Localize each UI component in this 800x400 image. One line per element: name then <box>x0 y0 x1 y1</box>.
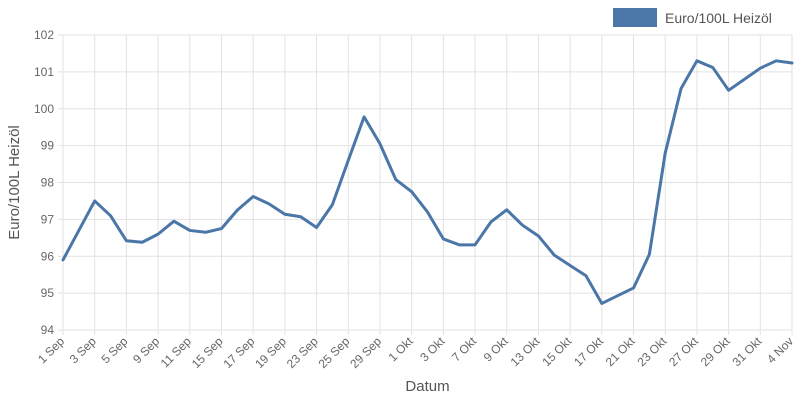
data-point[interactable] <box>409 189 415 195</box>
y-tick-label: 102 <box>34 28 54 42</box>
vertical-gridlines <box>62 35 793 335</box>
data-point[interactable] <box>266 201 272 207</box>
data-point[interactable] <box>662 150 668 156</box>
x-tick-label: 15 Sep <box>189 334 226 371</box>
y-axis-title: Euro/100L Heizöl <box>6 125 23 240</box>
data-point[interactable] <box>218 226 224 232</box>
data-point[interactable] <box>234 207 240 213</box>
data-point[interactable] <box>329 202 335 208</box>
data-point[interactable] <box>678 85 684 91</box>
horizontal-gridlines <box>58 34 792 331</box>
data-point[interactable] <box>314 224 320 230</box>
data-point[interactable] <box>377 141 383 147</box>
y-tick-label: 101 <box>34 65 54 79</box>
x-tick-label: 7 Okt <box>449 334 480 365</box>
data-point[interactable] <box>504 207 510 213</box>
data-point[interactable] <box>155 231 161 237</box>
y-tick-label: 97 <box>41 212 55 226</box>
data-point[interactable] <box>646 251 652 257</box>
x-tick-label: 17 Sep <box>220 334 257 371</box>
data-point[interactable] <box>551 252 557 258</box>
data-point[interactable] <box>488 219 494 225</box>
x-tick-label: 29 Okt <box>698 334 733 369</box>
x-tick-label: 23 Sep <box>284 334 321 371</box>
x-tick-label: 13 Okt <box>508 334 543 369</box>
data-point[interactable] <box>456 242 462 248</box>
x-tick-label: 27 Okt <box>666 334 701 369</box>
data-point[interactable] <box>282 211 288 217</box>
x-tick-label: 15 Okt <box>539 334 574 369</box>
data-point[interactable] <box>76 227 82 233</box>
data-point[interactable] <box>599 300 605 306</box>
y-tick-label: 95 <box>41 286 55 300</box>
x-axis-title: Datum <box>405 378 449 395</box>
x-tick-label: 21 Okt <box>603 334 638 369</box>
data-point[interactable] <box>631 285 637 291</box>
y-tick-label: 96 <box>41 249 55 263</box>
data-point[interactable] <box>203 229 209 235</box>
data-point[interactable] <box>171 218 177 224</box>
y-tick-label: 100 <box>34 102 54 116</box>
data-point[interactable] <box>726 87 732 93</box>
series-line <box>61 59 794 305</box>
x-tick-label: 1 Okt <box>386 334 417 365</box>
x-tick-label: 17 Okt <box>571 334 606 369</box>
x-tick-label: 5 Sep <box>98 334 130 366</box>
data-point[interactable] <box>393 177 399 183</box>
data-point[interactable] <box>92 198 98 204</box>
x-tick-label: 31 Okt <box>730 334 765 369</box>
data-point[interactable] <box>361 114 367 120</box>
legend-swatch <box>613 8 657 27</box>
data-point[interactable] <box>741 76 747 82</box>
data-point[interactable] <box>123 238 129 244</box>
data-point[interactable] <box>187 227 193 233</box>
data-point[interactable] <box>298 214 304 220</box>
x-tick-label: 11 Sep <box>158 334 194 370</box>
data-point[interactable] <box>583 273 589 279</box>
data-point[interactable] <box>567 262 573 268</box>
y-tick-label: 94 <box>41 323 55 337</box>
data-point[interactable] <box>250 194 256 200</box>
data-point[interactable] <box>139 239 145 245</box>
data-point[interactable] <box>472 242 478 248</box>
legend[interactable]: Euro/100L Heizöl <box>613 8 772 27</box>
data-point[interactable] <box>108 213 114 219</box>
series-layer <box>60 58 795 306</box>
data-point[interactable] <box>425 209 431 215</box>
data-point[interactable] <box>345 157 351 163</box>
data-point[interactable] <box>710 64 716 70</box>
data-point[interactable] <box>440 236 446 242</box>
y-tick-label: 98 <box>41 176 55 190</box>
y-tick-label: 99 <box>41 139 55 153</box>
data-point[interactable] <box>520 222 526 228</box>
data-point[interactable] <box>757 65 763 71</box>
x-tick-label: 23 Okt <box>634 334 669 369</box>
data-point[interactable] <box>694 58 700 64</box>
x-tick-label: 9 Okt <box>481 334 512 365</box>
x-tick-label: 3 Okt <box>417 334 448 365</box>
x-tick-label: 25 Sep <box>316 334 353 371</box>
data-point[interactable] <box>535 233 541 239</box>
x-tick-label: 3 Sep <box>67 334 99 366</box>
data-point[interactable] <box>773 58 779 64</box>
data-point[interactable] <box>60 257 66 263</box>
x-tick-label: 1 Sep <box>35 334 67 366</box>
x-tick-label: 4 Nov <box>764 334 796 366</box>
data-point[interactable] <box>615 293 621 299</box>
y-axis-tick-labels: 94 95 96 97 98 99 100 101 102 <box>34 28 54 337</box>
x-tick-label: 19 Sep <box>252 334 289 371</box>
data-point[interactable] <box>789 60 795 66</box>
x-tick-label: 29 Sep <box>347 334 384 371</box>
legend-label: Euro/100L Heizöl <box>665 10 772 26</box>
